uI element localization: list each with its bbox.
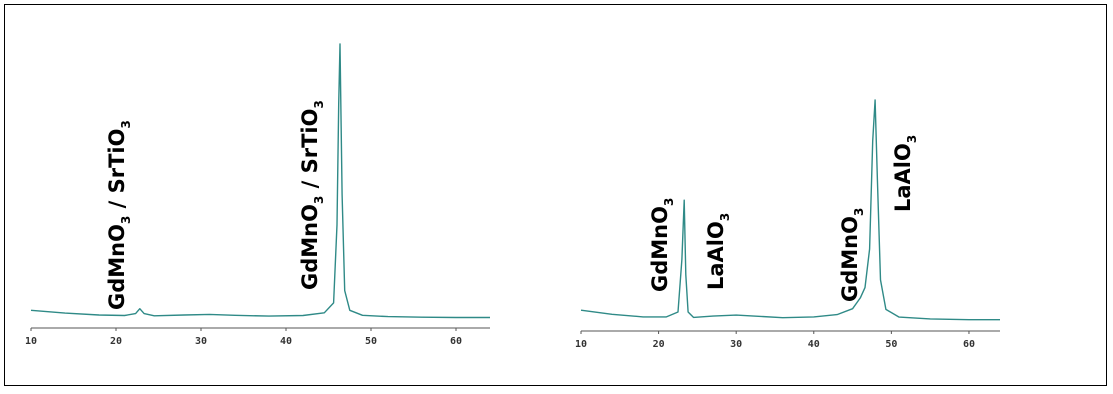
peak-label-gdmno3-low: GdMnO3 <box>648 198 676 292</box>
x-tick-label: 10 <box>575 339 587 350</box>
diffraction-curve <box>30 43 490 319</box>
x-tick-label: 60 <box>450 336 462 347</box>
x-tick-label: 40 <box>280 336 292 347</box>
x-axis: 10 20 30 40 50 60 <box>25 327 490 347</box>
x-axis: 10 20 30 40 50 60 <box>575 330 1000 350</box>
peak-label-gdmno3-srtio3-high: GdMnO3 / SrTiO3 <box>298 100 326 290</box>
plot-area <box>30 43 490 319</box>
x-tick-label: 10 <box>25 336 37 347</box>
x-tick-label: 20 <box>653 339 665 350</box>
peak-label-gdmno3-high: GdMnO3 <box>838 208 866 302</box>
x-tick-label: 30 <box>195 336 207 347</box>
x-tick-label: 50 <box>365 336 377 347</box>
x-tick-label: 60 <box>963 339 975 350</box>
figure-frame <box>4 4 1107 386</box>
xrd-pattern-left: 10 20 30 40 50 60 GdMnO3 / SrTiO3 GdMnO3 / Sr… <box>25 43 490 347</box>
x-tick-label: 50 <box>885 339 897 350</box>
plot-area <box>580 99 1000 321</box>
x-tick-label: 20 <box>110 336 122 347</box>
peak-label-gdmno3-srtio3-low: GdMnO3 / SrTiO3 <box>105 120 133 310</box>
diffraction-curve <box>580 99 1000 321</box>
x-tick-label: 30 <box>730 339 742 350</box>
peak-label-laalo3-high: LaAlO3 <box>891 135 919 212</box>
x-tick-label: 40 <box>808 339 820 350</box>
peak-label-laalo3-low: LaAlO3 <box>704 213 732 290</box>
